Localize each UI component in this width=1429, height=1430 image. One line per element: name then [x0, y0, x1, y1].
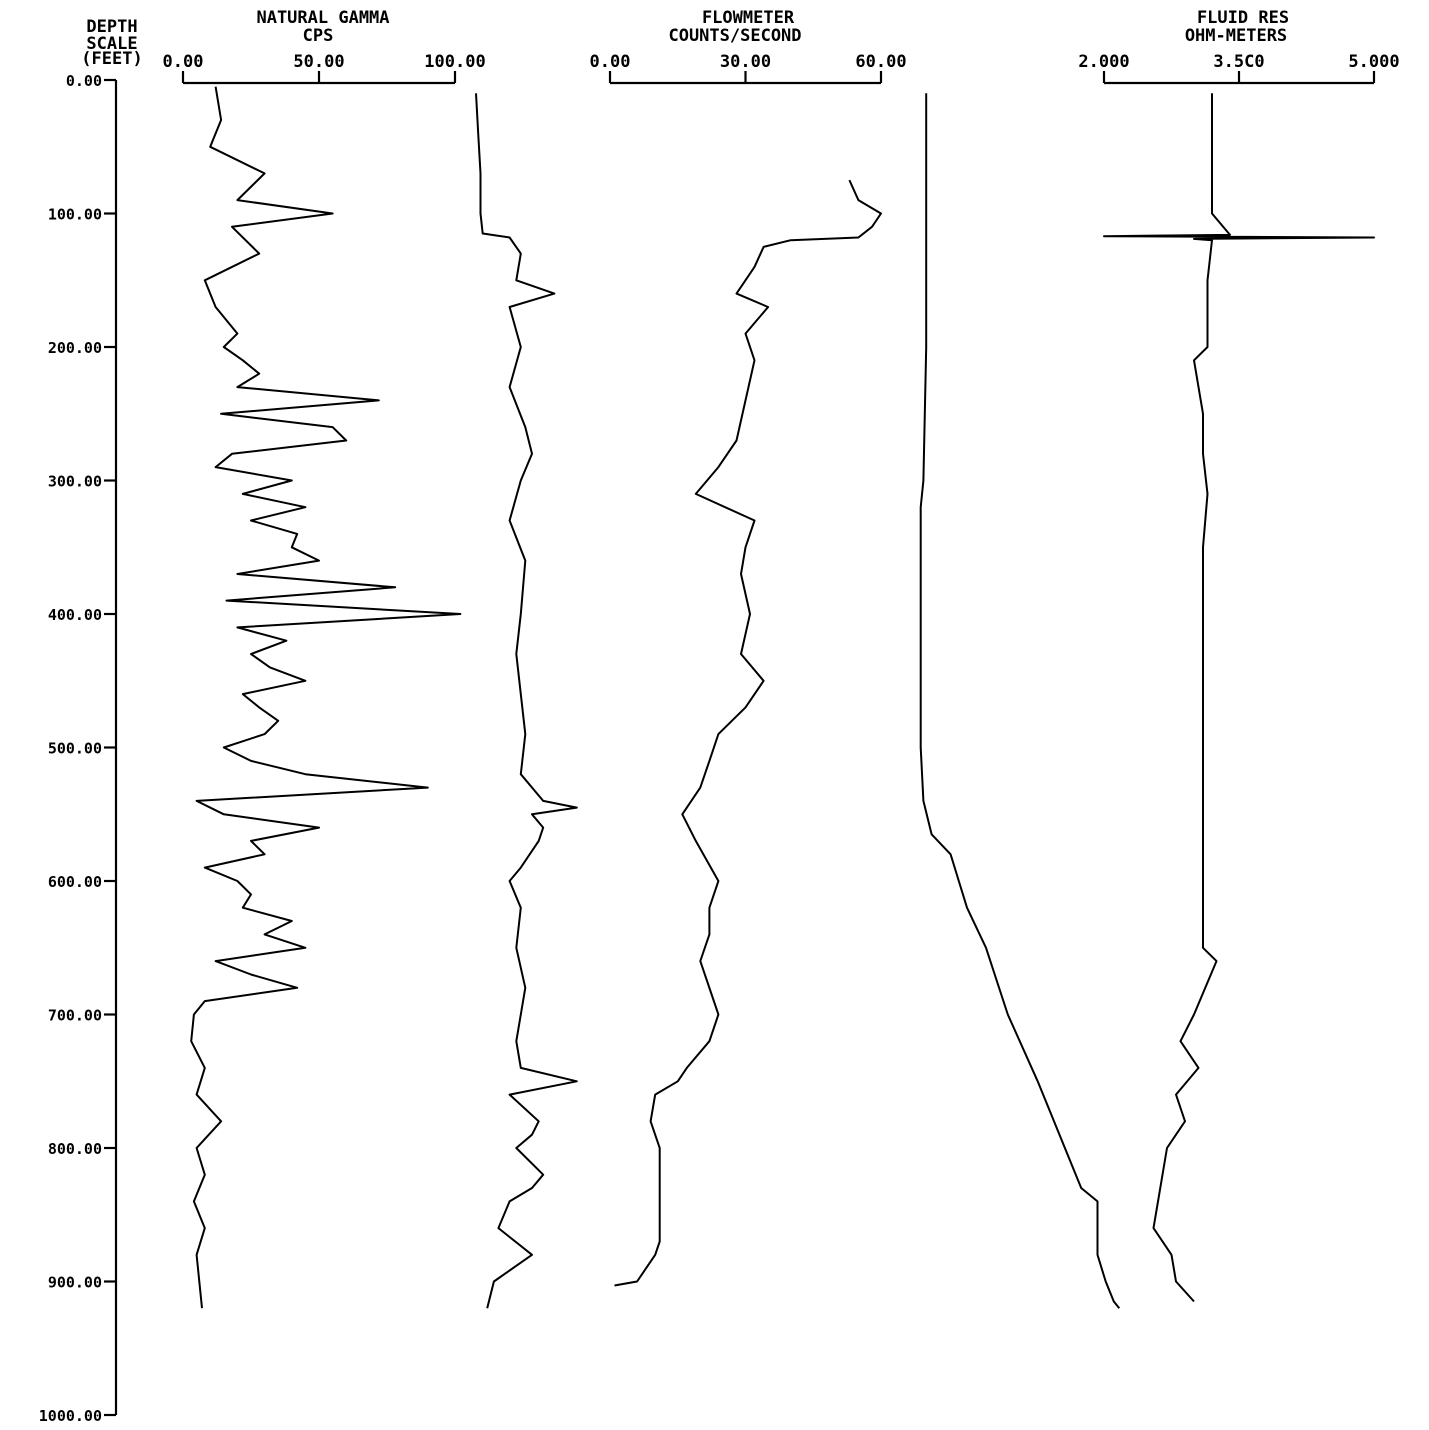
track-flowmeter: FLOWMETER COUNTS/SECOND 0.00 30.00 60.00: [590, 8, 907, 1287]
depth-tick-label: 500.00: [48, 740, 102, 758]
log-curve: [475, 93, 578, 1309]
track-scale-tick-label: 100.00: [424, 52, 485, 72]
track-unlabeled-curve-2: [475, 93, 578, 1309]
depth-axis-header: DEPTH SCALE (FEET): [81, 17, 142, 69]
depth-axis: 0.00 100.00 200.00 300.00 400.00 500.00 600.00…: [39, 72, 118, 1425]
depth-tick-label: 900.00: [48, 1274, 102, 1292]
track-flowmeter-title-line-1: FLOWMETER: [702, 8, 795, 28]
depth-tick-label: 600.00: [48, 873, 102, 891]
track-natural-gamma: NATURAL GAMMA CPS 0.00 50.00 100.00: [163, 8, 486, 1309]
depth-tick-label: 800.00: [48, 1140, 102, 1158]
depth-axis-label-line-1: DEPTH: [86, 17, 137, 37]
log-curve: [1103, 93, 1375, 1303]
track-fluid-res-title-line-1: FLUID RES: [1197, 8, 1289, 28]
depth-tick-label: 700.00: [48, 1007, 102, 1025]
track-scale-tick-label: 60.00: [855, 52, 906, 72]
depth-tick-label: 200.00: [48, 339, 102, 357]
track-natural-gamma-title-line-1: NATURAL GAMMA: [256, 8, 389, 28]
track-scale-tick-label: 0.00: [163, 52, 204, 72]
track-natural-gamma-title-line-2: CPS: [303, 26, 334, 46]
track-scale-tick-label: 2.000: [1078, 52, 1129, 72]
log-curve: [614, 179, 882, 1287]
track-scale-tick-label: 5.000: [1348, 52, 1399, 72]
track-scale-tick-label: 3.5C0: [1213, 52, 1264, 72]
depth-axis-label-line-3: (FEET): [81, 49, 142, 69]
depth-tick-label: 400.00: [48, 606, 102, 624]
track-scale-tick-label: 50.00: [293, 52, 344, 72]
depth-tick-label: 100.00: [48, 206, 102, 224]
track-scale-tick-label: 30.00: [720, 52, 771, 72]
depth-tick-label: 1000.00: [39, 1407, 102, 1425]
track-flowmeter-title-line-2: COUNTS/SECOND: [668, 26, 801, 46]
track-scale-tick-label: 0.00: [590, 52, 631, 72]
depth-tick-label: 0.00: [66, 72, 102, 90]
depth-tick-label: 300.00: [48, 473, 102, 491]
track-fluid-res-title-line-2: OHM-METERS: [1185, 26, 1287, 46]
track-unlabeled-curve-4: [919, 93, 1121, 1309]
log-curve: [919, 93, 1121, 1309]
depth-axis-label-line-2: SCALE: [86, 34, 137, 54]
log-curve: [190, 86, 462, 1309]
track-fluid-res: FLUID RES OHM-METERS 2.000 3.5C0 5.000: [1078, 8, 1400, 1303]
